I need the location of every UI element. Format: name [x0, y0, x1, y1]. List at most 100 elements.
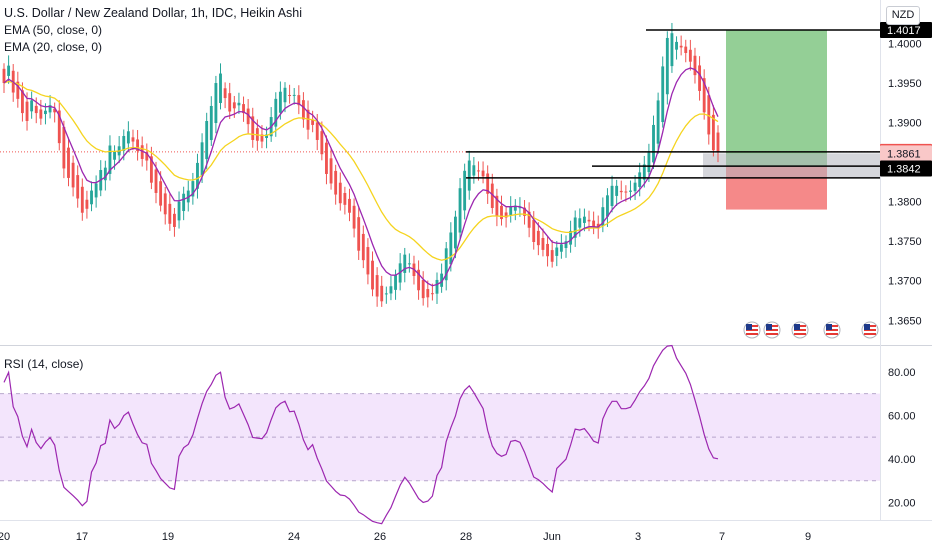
candle — [269, 107, 273, 142]
candle-body — [186, 190, 190, 203]
candle-body — [265, 134, 268, 139]
candle — [361, 225, 365, 269]
candle-body — [361, 233, 365, 261]
candle-body — [670, 33, 674, 67]
candle — [53, 102, 57, 123]
candle — [633, 175, 637, 201]
rsi-label[interactable]: RSI (14, close) — [4, 357, 84, 371]
candle — [444, 242, 448, 291]
candle — [80, 178, 84, 221]
candle — [430, 283, 434, 301]
price-tag-label: 1.3842 — [887, 163, 921, 175]
candle-body — [39, 109, 43, 119]
candle-body — [53, 108, 57, 113]
candle-body — [48, 105, 52, 113]
candle-body — [214, 83, 218, 124]
time-tick-label: Jun — [543, 531, 561, 543]
candle — [527, 202, 531, 238]
candle — [371, 251, 374, 297]
candle-body — [173, 213, 176, 227]
candle — [297, 85, 301, 115]
candle — [716, 125, 720, 163]
candle-body — [131, 137, 135, 142]
event-flag-canton — [766, 324, 772, 330]
candle-body — [656, 100, 660, 144]
candle — [495, 188, 499, 227]
candle — [306, 100, 310, 140]
candle — [638, 162, 642, 197]
candle-body — [232, 102, 236, 109]
price-tag-label: 1.4017 — [887, 25, 921, 37]
candle-body — [426, 289, 430, 298]
price-grid — [0, 0, 932, 521]
candle-body — [20, 90, 24, 114]
candle-body — [652, 124, 655, 163]
candle — [559, 234, 563, 259]
candle-body — [149, 156, 153, 183]
candle — [2, 63, 6, 93]
candle-body — [325, 142, 328, 174]
axes: 1.4000 1.3950 1.3900 1.3800 1.3750 1.3700 1.36… — [0, 38, 922, 543]
ema20-legend[interactable]: EMA (20, close, 0) — [4, 40, 103, 54]
event-flag-icon — [743, 321, 761, 339]
event-flag-stripe — [864, 333, 876, 335]
candle — [237, 92, 241, 114]
candle-body — [71, 162, 75, 188]
candle — [582, 208, 586, 232]
price-tick-label: 1.3800 — [888, 197, 922, 209]
candle-body — [394, 275, 397, 290]
candle — [131, 129, 135, 151]
candle — [159, 171, 163, 212]
candle — [103, 160, 107, 191]
candle — [182, 186, 186, 221]
candle — [536, 222, 540, 256]
candle-body — [223, 88, 227, 99]
candle — [242, 96, 245, 122]
candle — [90, 181, 93, 212]
candle — [407, 253, 411, 273]
candle-body — [546, 243, 549, 257]
price-tag-bg — [880, 160, 932, 177]
candle-body — [278, 91, 282, 113]
event-flag-icon — [763, 321, 781, 339]
candle-body — [500, 205, 503, 220]
candle-body — [440, 273, 444, 287]
candle — [126, 121, 130, 153]
candle-body — [698, 65, 702, 91]
candle-body — [477, 170, 480, 172]
candle — [16, 71, 20, 108]
horizontal-lines[interactable] — [466, 29, 880, 179]
candle — [546, 236, 549, 267]
candle — [380, 275, 384, 307]
candle-body — [472, 165, 476, 176]
currency-badge[interactable]: NZD — [886, 6, 920, 25]
candle — [228, 82, 232, 120]
candle — [343, 186, 347, 215]
candle-body — [527, 211, 531, 228]
long-position-tool[interactable] — [0, 30, 880, 210]
candle-body — [366, 247, 370, 275]
ema50-legend[interactable]: EMA (50, close, 0) — [4, 23, 103, 37]
rsi-legend: RSI (14, close) — [4, 356, 83, 373]
candle-body — [642, 164, 646, 180]
candle — [679, 35, 683, 56]
candle-body — [375, 275, 379, 297]
candle-body — [495, 195, 499, 216]
candle-body — [711, 114, 715, 151]
candlestick-series — [2, 22, 720, 308]
candle — [62, 120, 66, 179]
candle-body — [661, 66, 665, 123]
candle-body — [707, 95, 711, 135]
candle-body — [444, 248, 448, 281]
price-tick-label: 1.4000 — [888, 38, 922, 50]
candle-body — [679, 45, 683, 48]
candle-body — [702, 78, 706, 113]
economic-events[interactable] — [743, 321, 879, 339]
candle — [177, 191, 181, 229]
candle-body — [219, 73, 222, 104]
candle-body — [430, 293, 434, 295]
symbol-title[interactable]: U.S. Dollar / New Zealand Dollar, 1h, ID… — [4, 6, 303, 20]
candle-body — [163, 193, 167, 215]
candle-body — [122, 136, 126, 151]
event-flag-stripe — [746, 333, 758, 335]
